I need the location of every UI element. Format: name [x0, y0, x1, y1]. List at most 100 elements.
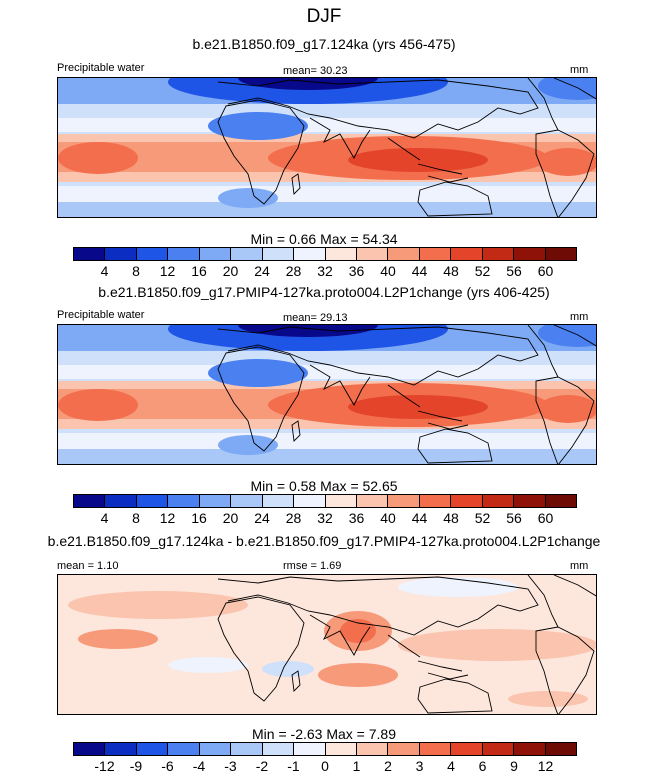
colorbar-cell [74, 743, 106, 755]
colorbar-cell [356, 495, 389, 507]
colorbar-tick-label: 0 [321, 758, 329, 774]
panel-1-colorbar [73, 247, 577, 261]
colorbar-tick-label: 4 [100, 510, 109, 526]
colorbar-tick-label: 24 [254, 510, 270, 526]
colorbar-tick-label: 44 [411, 510, 428, 526]
colorbar-cell [294, 495, 326, 507]
panel-2-map [57, 324, 597, 465]
colorbar-tick-label: 24 [254, 263, 270, 279]
panel-2-variable-label: Precipitable water [57, 309, 145, 321]
panel-3-stats: Min = -2.63 Max = 7.89 [252, 726, 396, 742]
colorbar-cell [231, 743, 263, 755]
figure-title: DJF [306, 6, 342, 27]
panel-2-field-svg [58, 325, 596, 464]
colorbar-cell [294, 743, 326, 755]
colorbar-cell [105, 495, 137, 507]
panel-3-units: mm [570, 560, 589, 572]
colorbar-cell [74, 248, 106, 260]
colorbar-cell [105, 248, 137, 260]
colorbar-tick-label: 48 [443, 510, 459, 526]
colorbar-cell [514, 248, 546, 260]
colorbar-cell [231, 495, 263, 507]
colorbar-tick-label: 16 [191, 510, 207, 526]
colorbar-tick-label: 4 [100, 263, 109, 279]
panel-1-variable-label: Precipitable water [57, 62, 145, 74]
colorbar-cell [451, 495, 483, 507]
colorbar-cell [419, 743, 452, 755]
panel-3-mean-label: mean = 1.10 [57, 560, 119, 572]
colorbar-cell [168, 495, 200, 507]
panel-1-map [57, 77, 597, 218]
colorbar-cell [168, 743, 200, 755]
colorbar-cell [136, 248, 169, 260]
panel-3-rmse-label: rmse = 1.69 [283, 560, 342, 572]
colorbar-tick-label: -3 [224, 758, 237, 774]
colorbar-tick-label: 20 [222, 510, 239, 526]
panel-3-map [57, 574, 597, 715]
colorbar-cell [482, 495, 515, 507]
colorbar-cell [199, 743, 232, 755]
panel-3-colorbar [73, 742, 577, 756]
colorbar-cell [325, 495, 357, 507]
colorbar-tick-label: 40 [380, 510, 396, 526]
colorbar-cell [482, 248, 515, 260]
colorbar-cell [105, 743, 137, 755]
panel-2-units: mm [570, 311, 589, 323]
colorbar-tick-label: 60 [537, 263, 554, 279]
colorbar-tick-label: -2 [255, 758, 269, 774]
colorbar-cell [451, 743, 483, 755]
panel-1-field-svg [58, 78, 596, 217]
panel-1-mean-label: mean= 30.23 [283, 65, 348, 77]
colorbar-tick-label: 36 [348, 263, 365, 279]
colorbar-tick-label: 2 [384, 758, 392, 774]
colorbar-cell [325, 743, 357, 755]
colorbar-tick-label: 8 [132, 263, 140, 279]
colorbar-tick-label: 1 [352, 758, 361, 774]
colorbar-cell [545, 495, 576, 507]
colorbar-cell [514, 743, 546, 755]
colorbar-tick-label: 6 [478, 758, 487, 774]
colorbar-tick-label: -6 [161, 758, 174, 774]
panel-2-colorbar-ticks: 4 8 12 16 20 24 28 32 36 40 44 48 52 56 60 [73, 510, 577, 526]
colorbar-cell [325, 248, 357, 260]
colorbar-cell [419, 495, 452, 507]
colorbar-tick-label: 44 [411, 263, 428, 279]
colorbar-tick-label: 56 [506, 510, 522, 526]
colorbar-tick-label: 4 [447, 758, 455, 774]
colorbar-cell [356, 248, 389, 260]
colorbar-cell [168, 248, 200, 260]
colorbar-cell [294, 248, 326, 260]
colorbar-tick-label: -4 [192, 758, 206, 774]
colorbar-tick-label: -12 [94, 758, 115, 774]
colorbar-cell [136, 495, 169, 507]
panel-2-mean-label: mean= 29.13 [283, 312, 348, 324]
panel-2-colorbar [73, 494, 577, 508]
colorbar-tick-label: 36 [348, 510, 365, 526]
colorbar-cell [74, 495, 106, 507]
panel-3-title: b.e21.B1850.f09_g17.124ka - b.e21.B1850.… [47, 533, 601, 549]
panel-3-colorbar-ticks: -12 -9 -6 -4 -3 -2 -1 0 1 2 3 4 6 9 12 [73, 758, 577, 774]
colorbar-cell [419, 248, 452, 260]
colorbar-tick-label: 9 [510, 758, 518, 774]
colorbar-tick-label: 8 [132, 510, 140, 526]
colorbar-cell [545, 743, 576, 755]
panel-1-title: b.e21.B1850.f09_g17.124ka (yrs 456-475) [192, 36, 456, 52]
colorbar-cell [482, 743, 515, 755]
panel-1-colorbar-ticks: 4 8 12 16 20 24 28 32 36 40 44 48 52 56 60 [73, 263, 577, 279]
colorbar-cell [262, 495, 295, 507]
colorbar-cell [514, 495, 546, 507]
colorbar-cell [136, 743, 169, 755]
panel-1-stats: Min = 0.66 Max = 54.34 [250, 231, 398, 247]
colorbar-tick-label: 48 [443, 263, 459, 279]
colorbar-tick-label: 3 [415, 758, 424, 774]
colorbar-tick-label: 28 [285, 510, 302, 526]
colorbar-cell [199, 495, 232, 507]
colorbar-cell [388, 743, 420, 755]
colorbar-tick-label: 20 [222, 263, 239, 279]
colorbar-cell [231, 248, 263, 260]
panel-3-field-svg [58, 575, 596, 714]
panel-2-title: b.e21.B1850.f09_g17.PMIP4-127ka.proto004… [98, 284, 550, 300]
colorbar-cell [262, 743, 295, 755]
colorbar-cell [388, 495, 420, 507]
panel-2-stats: Min = 0.58 Max = 52.65 [250, 478, 398, 494]
